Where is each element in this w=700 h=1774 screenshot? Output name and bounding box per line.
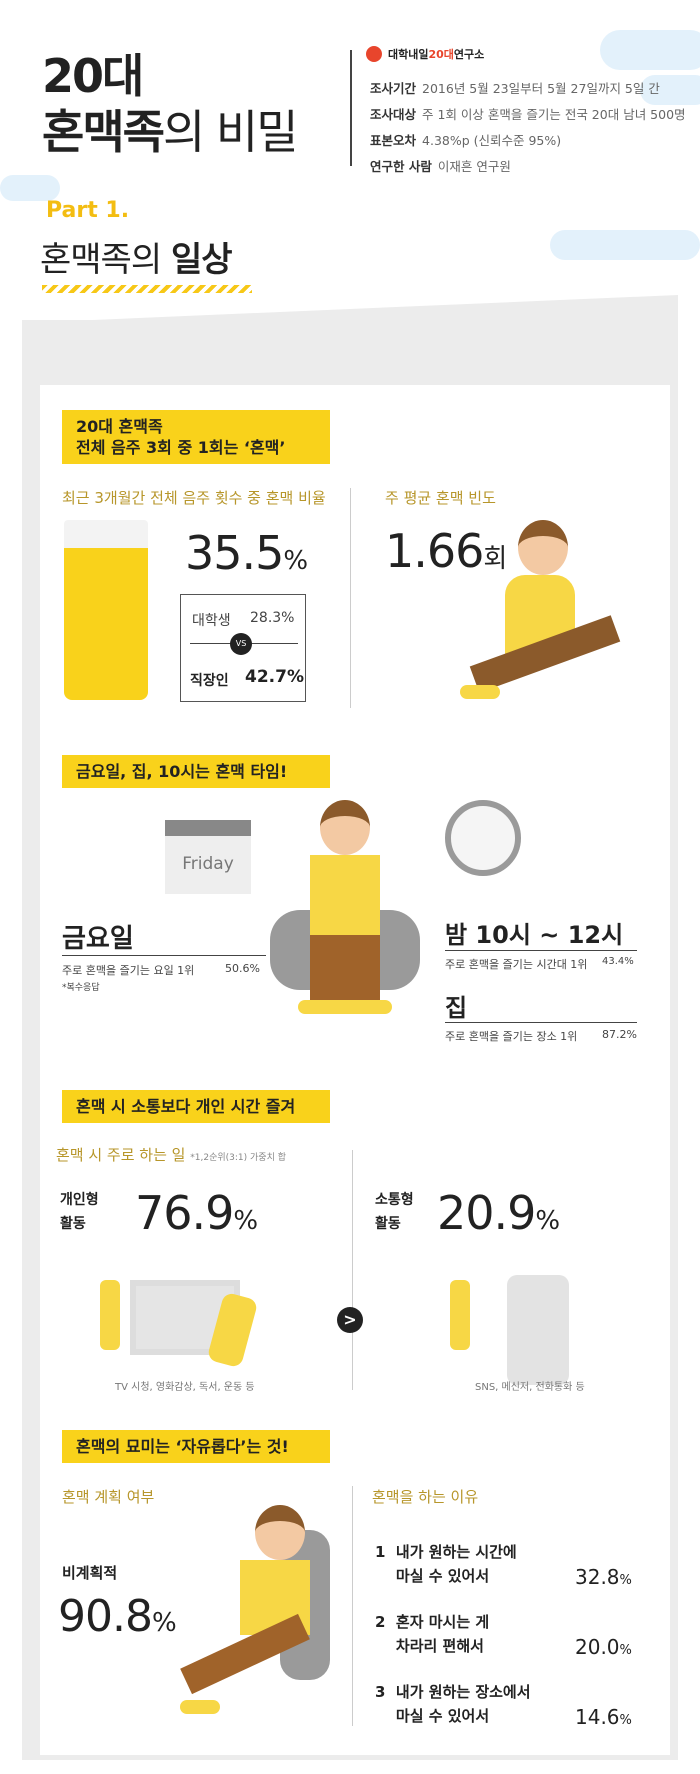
calendar-icon: Friday [165, 820, 251, 894]
man-cheering-illustration [180, 1500, 340, 1720]
info-target: 조사대상 주 1회 이상 혼맥을 즐기는 전국 20대 남녀 500명 [370, 107, 686, 122]
info-researcher: 연구한 사람 이재흔 연구원 [370, 159, 511, 174]
divider [62, 955, 266, 956]
logo-text2: 연구소 [453, 48, 485, 61]
personal-value: 76.9% [135, 1186, 258, 1240]
cloud-decoration [600, 30, 700, 70]
section-heading: 혼맥족의 일상 [40, 240, 232, 280]
info-error: 표본오차 4.38%p (신뢰수준 95%) [370, 133, 562, 148]
divider [350, 488, 351, 708]
section1-bar: 20대 혼맥족 전체 음주 3회 중 1회는 ‘혼맥’ [62, 410, 330, 464]
clock-icon [445, 800, 521, 876]
section4-bar: 혼맥의 묘미는 ‘자유롭다’는 것! [62, 1430, 330, 1463]
time-desc: 주로 혼맥을 즐기는 시간대 1위 [445, 958, 588, 971]
worker-label: 직장인 [190, 673, 229, 689]
beer-glass-icon [64, 520, 148, 700]
divider [352, 1150, 353, 1390]
page-title: 20대 혼맥족의 비밀 [42, 48, 299, 160]
place-value: 87.2% [602, 1028, 637, 1041]
activity-subheading: 혼맥 시 주로 하는 일 *1,2순위(3:1) 가중치 합 [56, 1146, 286, 1164]
man-armchair-illustration [270, 800, 420, 1020]
title-line2: 혼맥족의 비밀 [42, 104, 299, 160]
beer-bottle-icon [100, 1280, 120, 1350]
part-label: Part 1. [46, 198, 130, 223]
freq-subheading: 주 평균 혼맥 빈도 [385, 489, 496, 507]
pin-icon [366, 46, 382, 62]
worker-value: 42.7% [245, 667, 304, 687]
title-line1: 20대 [42, 49, 144, 103]
plan-subheading: 혼맥 계획 여부 [62, 1488, 155, 1506]
title-bold: 혼맥족 [42, 105, 165, 159]
day-desc: 주로 혼맥을 즐기는 요일 1위 [62, 964, 195, 977]
personal-caption: TV 시청, 영화감상, 독서, 운동 등 [115, 1382, 255, 1393]
section3-bar: 혼맥 시 소통보다 개인 시간 즐겨 [62, 1090, 330, 1123]
personal-label: 개인형 활동 [60, 1192, 99, 1232]
social-value: 20.9% [437, 1186, 560, 1240]
section2-bar: 금요일, 집, 10시는 혼맥 타임! [62, 755, 330, 788]
student-value: 28.3% [250, 610, 295, 626]
unplanned-label: 비계획적 [62, 1564, 118, 1582]
time-value: 43.4% [602, 956, 634, 967]
vs-badge: VS [230, 633, 252, 655]
divider [352, 1486, 353, 1726]
divider [445, 950, 637, 951]
man-drinking-illustration [460, 520, 640, 710]
cloud-decoration [640, 75, 700, 105]
logo-red: 20대 [428, 48, 454, 61]
divider [445, 1022, 637, 1023]
note: *복수응답 [62, 983, 100, 993]
beer-bottle-icon [450, 1280, 470, 1350]
cloud-decoration [0, 175, 60, 201]
arrow-icon: > [337, 1307, 363, 1333]
social-caption: SNS, 메신저, 전화통화 등 [475, 1382, 585, 1393]
time-title: 밤 10시 ~ 12시 [445, 921, 624, 949]
place-desc: 주로 혼맥을 즐기는 장소 1위 [445, 1030, 578, 1043]
day-value: 50.6% [225, 962, 260, 975]
day-title: 금요일 [62, 924, 134, 954]
ratio-subheading: 최근 3개월간 전체 음주 횟수 중 혼맥 비율 [62, 489, 326, 507]
divider [350, 50, 352, 166]
phone-icon [507, 1275, 569, 1385]
freq-value: 1.66회 [385, 524, 507, 578]
logo-text: 대학내일 [388, 48, 429, 61]
place-title: 집 [445, 994, 468, 1022]
reason-subheading: 혼맥을 하는 이유 [372, 1488, 479, 1506]
student-label: 대학생 [192, 613, 231, 629]
title-light: 의 비밀 [162, 105, 299, 159]
cloud-decoration [550, 230, 700, 260]
logo: 대학내일 20대 연구소 [366, 46, 484, 62]
comparison-box [180, 594, 306, 702]
social-label: 소통형 활동 [375, 1192, 414, 1232]
panel-top [22, 295, 678, 323]
zigzag-decoration [42, 285, 252, 293]
info-period: 조사기간 2016년 5월 23일부터 5월 27일까지 5일 간 [370, 81, 660, 96]
ratio-value: 35.5% [185, 526, 308, 580]
unplanned-value: 90.8% [58, 1591, 177, 1642]
